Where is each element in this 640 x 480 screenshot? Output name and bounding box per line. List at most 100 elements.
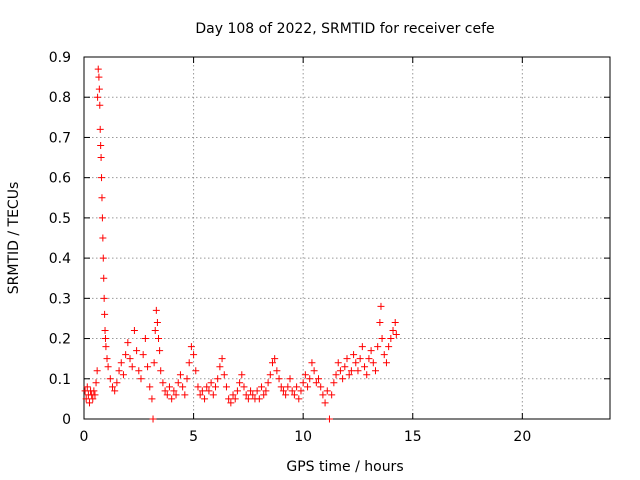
data-point — [94, 93, 102, 101]
data-point — [247, 387, 255, 395]
y-tick-label: 0.6 — [49, 171, 71, 187]
data-point — [122, 351, 130, 359]
data-point — [82, 395, 90, 403]
data-point — [343, 355, 351, 363]
y-tick-label: 0.8 — [49, 90, 71, 106]
x-tick-label: 5 — [189, 429, 198, 445]
data-point — [312, 379, 320, 387]
data-point — [236, 379, 244, 387]
data-point — [345, 371, 353, 379]
data-point — [96, 125, 104, 133]
data-point — [98, 194, 106, 202]
data-point — [89, 395, 97, 403]
data-point — [141, 335, 149, 343]
data-point — [264, 379, 272, 387]
data-point — [321, 399, 329, 407]
data-point — [115, 367, 123, 375]
y-tick-label: 0.7 — [49, 130, 71, 146]
y-tick-label: 0.3 — [49, 291, 71, 307]
data-point — [126, 355, 134, 363]
data-point — [218, 355, 226, 363]
data-point — [144, 363, 152, 371]
data-point — [159, 379, 167, 387]
data-point — [332, 371, 340, 379]
data-point — [93, 367, 101, 375]
data-point — [151, 327, 159, 335]
data-point — [161, 387, 169, 395]
data-point — [155, 335, 163, 343]
data-point — [185, 359, 193, 367]
chart-title: Day 108 of 2022, SRMTID for receiver cef… — [195, 21, 494, 37]
data-point — [100, 274, 108, 282]
data-point — [101, 335, 109, 343]
data-point — [273, 367, 281, 375]
data-point — [233, 387, 241, 395]
data-point — [391, 318, 399, 326]
data-point — [336, 367, 344, 375]
data-point — [220, 371, 228, 379]
data-point — [310, 367, 318, 375]
data-point — [111, 387, 119, 395]
data-point — [203, 383, 211, 391]
data-point — [275, 375, 283, 383]
data-point — [277, 383, 285, 391]
data-point — [385, 343, 393, 351]
data-point — [282, 391, 290, 399]
data-point — [222, 383, 230, 391]
data-point — [92, 379, 100, 387]
data-point — [293, 383, 301, 391]
y-axis-label: SRMTID / TECUs — [6, 182, 22, 295]
data-point — [365, 355, 373, 363]
data-point — [363, 371, 371, 379]
x-axis-label: GPS time / hours — [286, 459, 403, 475]
data-point — [198, 387, 206, 395]
data-point — [387, 335, 395, 343]
data-point — [196, 391, 204, 399]
data-point — [319, 391, 327, 399]
data-point — [244, 395, 252, 403]
x-tick-label: 10 — [294, 429, 312, 445]
x-tick-label: 15 — [404, 429, 422, 445]
data-point — [150, 359, 158, 367]
data-point — [135, 367, 143, 375]
data-point — [240, 383, 248, 391]
data-point — [94, 65, 102, 73]
data-point — [347, 367, 355, 375]
data-point — [108, 383, 116, 391]
data-point — [101, 327, 109, 335]
data-point — [262, 387, 270, 395]
data-point — [85, 399, 93, 407]
data-point — [339, 375, 347, 383]
data-point — [152, 306, 160, 314]
data-point — [119, 371, 127, 379]
data-point — [323, 387, 331, 395]
data-point — [299, 379, 307, 387]
data-point — [306, 375, 314, 383]
data-point — [113, 379, 121, 387]
data-point — [266, 371, 274, 379]
data-point — [104, 363, 112, 371]
data-point — [192, 367, 200, 375]
data-point — [358, 343, 366, 351]
data-point — [371, 367, 379, 375]
data-point — [389, 327, 397, 335]
data-point — [156, 347, 164, 355]
data-points — [81, 65, 400, 423]
data-point — [231, 395, 239, 403]
data-point — [207, 379, 215, 387]
data-point — [97, 141, 105, 149]
data-point — [304, 383, 312, 391]
data-point — [163, 391, 171, 399]
data-point — [301, 371, 309, 379]
data-point — [179, 383, 187, 391]
data-point — [146, 383, 154, 391]
data-point — [98, 174, 106, 182]
data-point — [325, 415, 333, 423]
data-point — [201, 395, 209, 403]
data-point — [361, 363, 369, 371]
data-point — [168, 395, 176, 403]
data-point — [214, 375, 222, 383]
data-point — [170, 387, 178, 395]
data-point — [242, 391, 250, 399]
